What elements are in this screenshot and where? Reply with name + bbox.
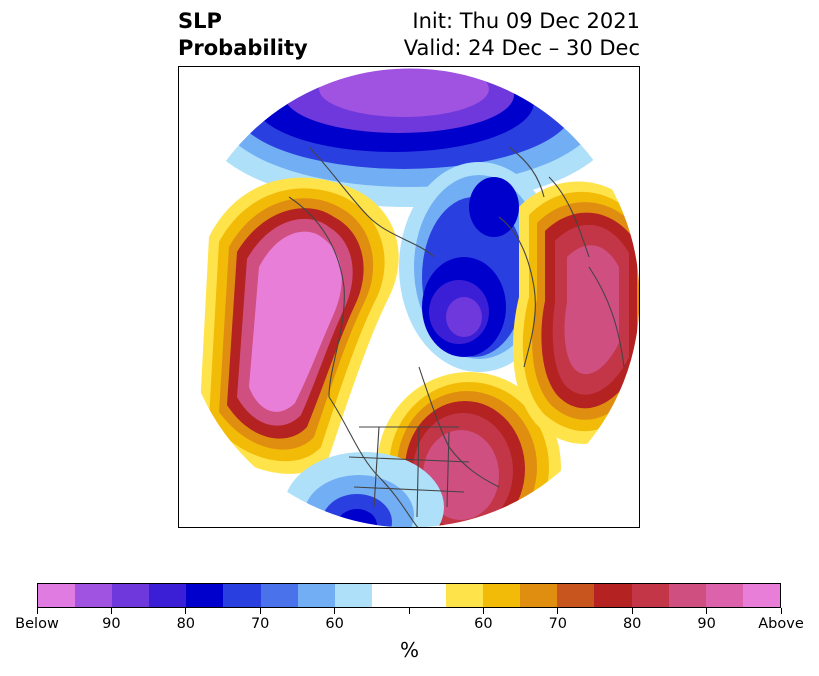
colorbar-tick xyxy=(36,608,38,614)
title-variable: SLP xyxy=(178,9,222,33)
colorbar-swatch xyxy=(594,584,632,607)
colorbar-tick-label: 90 xyxy=(102,616,121,632)
colorbar-swatch xyxy=(705,584,743,607)
chart-dates: Init: Thu 09 Dec 2021 Valid: 24 Dec – 30… xyxy=(404,8,640,62)
colorbar-tick xyxy=(408,608,410,614)
colorbar-swatch xyxy=(260,584,298,607)
colorbar-tick xyxy=(185,608,187,614)
colorbar-swatch xyxy=(371,584,409,607)
colorbar-tick-label: 90 xyxy=(697,616,716,632)
colorbar-swatch xyxy=(75,584,113,607)
coastlines xyxy=(288,146,625,527)
colorbar-tick-label: Above xyxy=(758,616,804,632)
colorbar-tick xyxy=(557,608,559,614)
colorbar-tick xyxy=(334,608,336,614)
colorbar-tick xyxy=(259,608,261,614)
chart-title: SLP Probability xyxy=(178,8,308,62)
init-date: Init: Thu 09 Dec 2021 xyxy=(412,9,640,33)
colorbar-unit-label: % xyxy=(399,638,419,662)
colorbar-tick-label: 70 xyxy=(250,616,270,632)
colorbar-tick-label: 80 xyxy=(622,616,642,632)
colorbar-swatch xyxy=(297,584,335,607)
colorbar-tick-label: 70 xyxy=(548,616,568,632)
colorbar-swatch xyxy=(483,584,521,607)
colorbar-swatch xyxy=(38,584,76,607)
colorbar-tick-label: 60 xyxy=(474,616,493,632)
probability-map xyxy=(179,67,639,527)
colorbar-swatch xyxy=(520,584,558,607)
colorbar-swatch xyxy=(408,584,447,607)
probability-field xyxy=(180,68,639,527)
colorbar-tick-label: 80 xyxy=(176,616,196,632)
title-type: Probability xyxy=(178,36,308,60)
colorbar-tick xyxy=(110,608,112,614)
region-europe-high xyxy=(513,181,639,444)
colorbar-swatch xyxy=(149,584,187,607)
colorbar-swatch xyxy=(223,584,261,607)
colorbar-swatch xyxy=(631,584,669,607)
colorbar-swatch xyxy=(446,584,484,607)
valid-range: Valid: 24 Dec – 30 Dec xyxy=(403,36,640,60)
colorbar-swatch xyxy=(668,584,706,607)
colorbar-tick xyxy=(482,608,484,614)
colorbar-swatch xyxy=(112,584,150,607)
colorbar-tick xyxy=(631,608,633,614)
map-panel xyxy=(178,66,640,528)
colorbar-tick xyxy=(780,608,782,614)
colorbar-swatch xyxy=(557,584,595,607)
region-pacific-high xyxy=(199,177,399,474)
colorbar-tick-label: Below xyxy=(15,616,59,632)
colorbar-tick xyxy=(706,608,708,614)
colorbar-tick-label: 60 xyxy=(325,616,344,632)
colorbar-swatch xyxy=(186,584,224,607)
colorbar-swatch xyxy=(742,584,780,607)
colorbar xyxy=(37,583,781,608)
colorbar-swatch xyxy=(334,584,372,607)
